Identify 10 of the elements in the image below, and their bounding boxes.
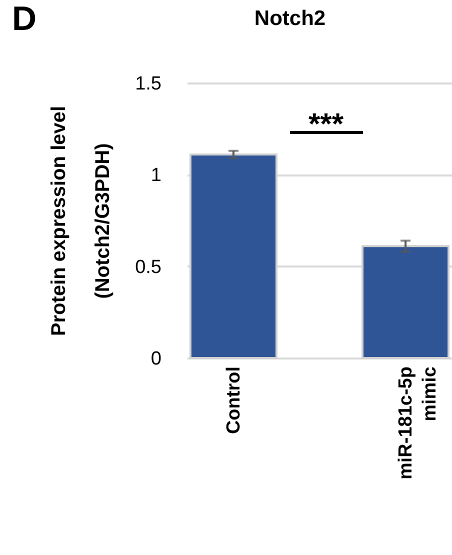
y-tick-label: 1.5 (135, 74, 162, 94)
y-tick-label: 1 (150, 165, 162, 186)
text: D (12, 0, 37, 38)
chart-title: Notch2 (254, 7, 326, 30)
x-tick-label: Control (223, 366, 244, 434)
x-tick-label: miR-181c-5p mimic (396, 366, 441, 480)
y-tick-label: 0.5 (135, 256, 162, 278)
annotation: *** (308, 108, 344, 141)
y-tick-label: 0 (150, 348, 162, 370)
y-axis-title: Protein expression level (Notch2/G3PDH) (48, 106, 114, 336)
